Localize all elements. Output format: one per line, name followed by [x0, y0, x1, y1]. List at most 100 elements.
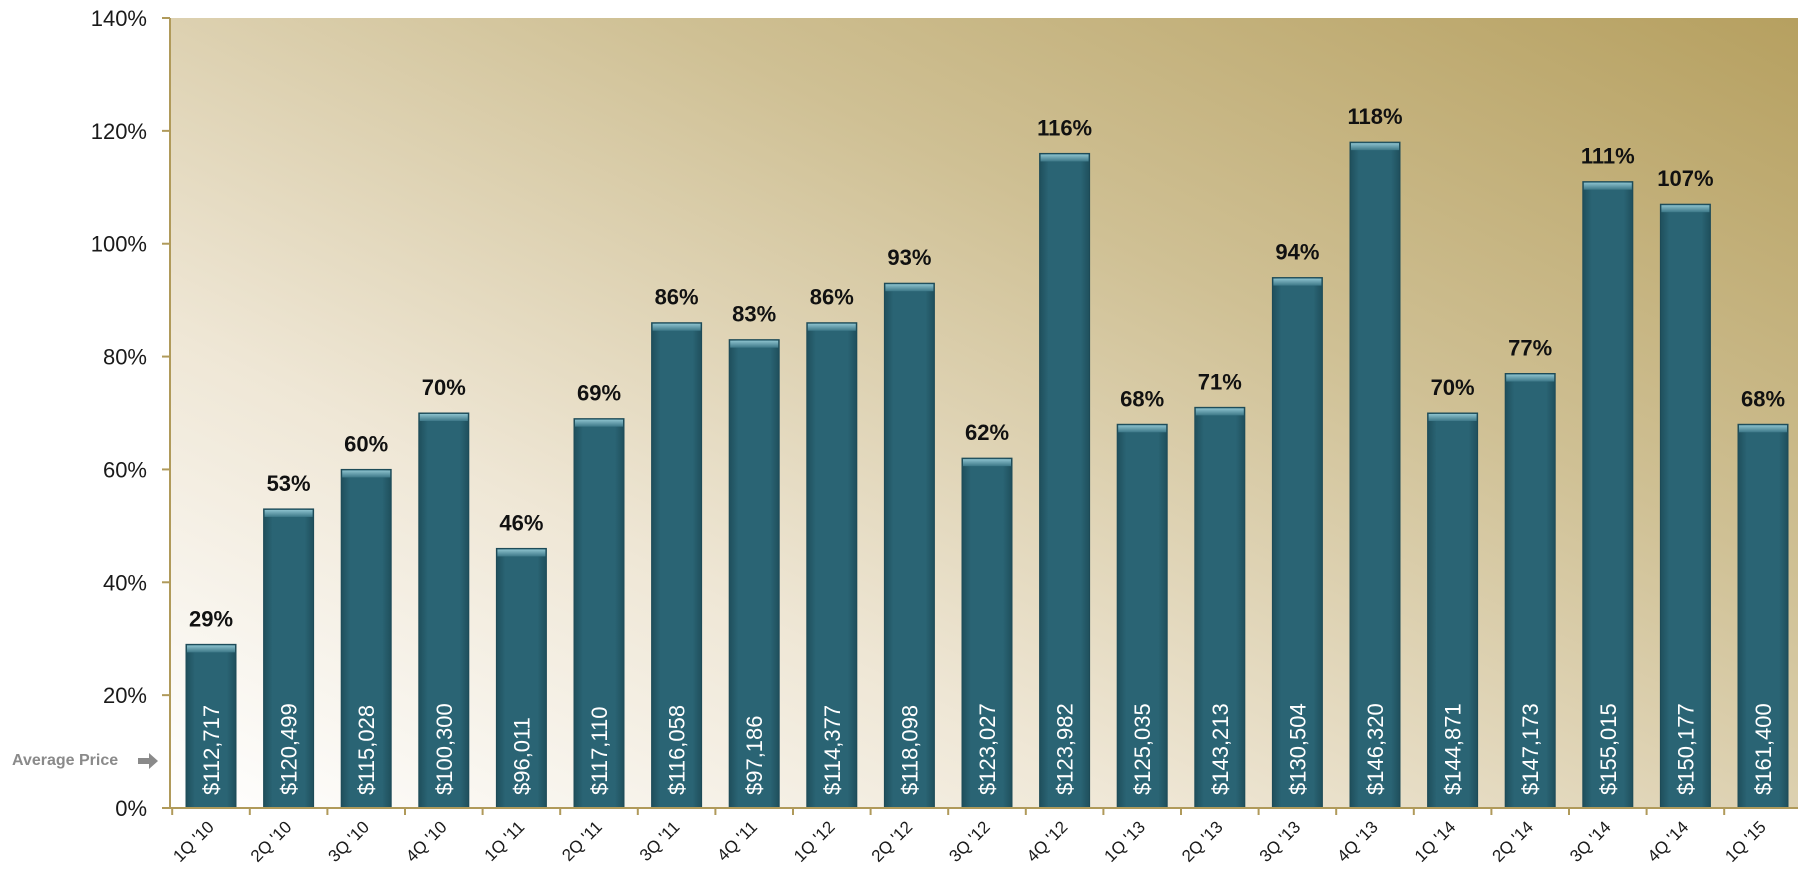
x-tick-label: 1Q '13	[1101, 817, 1149, 865]
average-price-label: $118,098	[897, 705, 922, 795]
x-tick-label: 1Q '12	[790, 817, 838, 865]
x-tick-label: 1Q '11	[481, 817, 529, 865]
bar	[1737, 423, 1789, 809]
bar	[573, 418, 625, 809]
bar-group: 116% $123,982	[1037, 115, 1092, 809]
bar-value-label: 71%	[1198, 369, 1242, 394]
average-price-label: $117,110	[587, 707, 612, 796]
bar-value-label: 68%	[1120, 386, 1164, 411]
bar	[1582, 181, 1634, 809]
average-price-label: $155,015	[1596, 703, 1621, 795]
bar-cap	[419, 414, 468, 421]
bar-value-label: 77%	[1508, 336, 1552, 361]
average-price-label: $150,177	[1673, 703, 1698, 795]
x-tick-label: 3Q '11	[636, 817, 684, 865]
bar-cap	[1351, 143, 1399, 151]
x-tick-label: 3Q '14	[1566, 817, 1614, 865]
x-tick-label: 4Q '13	[1333, 817, 1381, 865]
bar	[495, 547, 547, 809]
x-tick-label: 2Q '14	[1489, 817, 1537, 865]
bar-cap	[497, 549, 546, 557]
bar-group: 29% $112,717	[185, 606, 237, 809]
bar-value-label: 46%	[499, 510, 543, 535]
average-price-label: $114,377	[820, 705, 845, 795]
bar-cap	[1040, 154, 1089, 162]
average-price-label: $147,173	[1518, 703, 1543, 795]
y-tick-label: 140%	[91, 6, 147, 31]
bar-cap	[807, 323, 856, 331]
x-tick-label: 3Q '10	[325, 817, 373, 865]
x-tick-label: 4Q '10	[402, 817, 450, 865]
x-tick-label: 4Q '12	[1023, 817, 1071, 865]
bar-cap	[885, 284, 934, 292]
bar-group: 60% $115,028	[340, 431, 392, 809]
bar	[651, 322, 703, 809]
bar-value-label: 93%	[887, 245, 931, 270]
average-price-label: $130,504	[1285, 703, 1310, 795]
y-axis: 0% 20% 40% 60% 80% 100% 120% 140%	[91, 6, 171, 821]
bar-value-label: 29%	[189, 606, 233, 631]
bar-cap	[1739, 425, 1787, 433]
bar	[263, 508, 315, 809]
x-tick-label: 2Q '11	[558, 817, 606, 865]
y-tick-label: 20%	[103, 683, 147, 708]
x-tick-label: 3Q '12	[945, 817, 993, 865]
bar-cap	[652, 323, 701, 331]
average-price-label: $123,027	[975, 703, 1000, 795]
bar-value-label: 116%	[1037, 115, 1092, 140]
bar-value-label: 111%	[1581, 144, 1635, 169]
bar-group: 77% $147,173	[1504, 336, 1556, 809]
bar-group: 70% $144,871	[1427, 375, 1479, 809]
bar	[1659, 203, 1711, 809]
bar-cap	[575, 419, 623, 427]
bar-cap	[1583, 182, 1632, 190]
y-tick-label: 40%	[103, 570, 147, 595]
bar-group: 68% $161,400	[1737, 386, 1789, 809]
average-price-label: $123,982	[1053, 703, 1078, 795]
bar	[1039, 152, 1091, 809]
bar-cap	[963, 459, 1011, 467]
average-price-label: $100,300	[432, 703, 457, 795]
average-price-annotation: Average Price	[12, 752, 158, 769]
x-tick-label: 4Q '11	[713, 817, 761, 865]
bar-cap	[730, 340, 779, 348]
bar-cap	[1506, 374, 1555, 382]
bar-group: 94% $130,504	[1271, 240, 1323, 809]
bar	[185, 643, 237, 809]
bar-value-label: 69%	[577, 381, 621, 406]
bar-cap	[187, 645, 235, 653]
x-tick-label: 3Q '13	[1256, 817, 1304, 865]
bar-value-label: 118%	[1347, 104, 1402, 129]
y-tick-label: 100%	[91, 232, 147, 257]
bar-value-label: 86%	[655, 285, 699, 310]
average-price-label: $112,717	[199, 705, 224, 795]
bar-cap	[264, 509, 313, 517]
bar-value-label: 86%	[810, 285, 854, 310]
bar-group: 118% $146,320	[1347, 104, 1403, 809]
bar-group: 107% $150,177	[1657, 166, 1714, 809]
bar-cap	[1118, 425, 1167, 433]
bar-cap	[1273, 278, 1322, 286]
bar-cap	[342, 470, 391, 478]
bar-value-label: 83%	[732, 302, 776, 327]
bar-value-label: 94%	[1275, 240, 1319, 265]
average-price-label: $97,186	[742, 715, 767, 795]
x-axis: 1Q '10 2Q '10 3Q '10 4Q '10 1Q '11 2Q '11 3Q '…	[169, 807, 1798, 866]
bar-group: 86% $114,377	[806, 285, 858, 809]
bar-value-label: 53%	[267, 471, 311, 496]
x-tick-label: 2Q '12	[868, 817, 916, 865]
average-price-label: $116,058	[665, 705, 690, 795]
bar	[961, 457, 1013, 809]
bar-group: 68% $125,035	[1116, 386, 1168, 809]
bar	[806, 322, 858, 809]
average-price-label: $120,499	[277, 703, 302, 795]
bar-value-label: 70%	[1431, 375, 1475, 400]
bar	[1116, 423, 1168, 809]
average-price-label: $125,035	[1130, 703, 1155, 795]
bar	[728, 339, 780, 809]
bar-group: 46% $96,011	[495, 510, 547, 809]
y-tick-label: 120%	[91, 119, 147, 144]
x-tick-label: 2Q '13	[1178, 817, 1226, 865]
bar-value-label: 60%	[344, 431, 388, 456]
